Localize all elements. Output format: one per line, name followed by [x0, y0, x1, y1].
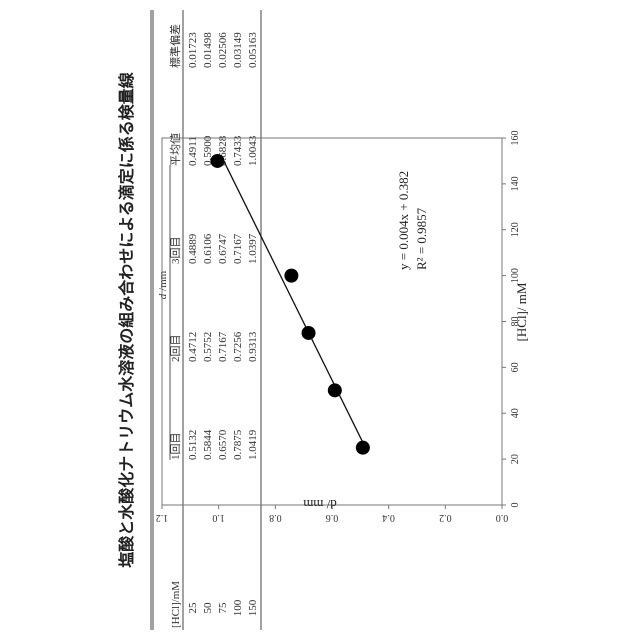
column-header: 2回目 [169, 335, 182, 363]
y-tick-label: 0.2 [439, 512, 452, 523]
y-tick-label: 0.0 [496, 512, 509, 523]
table-cell: 0.05163 [247, 32, 259, 68]
column-header: 標準偏差 [168, 24, 182, 68]
table-cell: 0.4911 [187, 136, 199, 166]
table-cell: 0.01498 [202, 32, 214, 68]
data-point [302, 326, 316, 340]
r-squared-label: R² = 0.9857 [414, 207, 429, 270]
table-cell: 0.5132 [187, 430, 199, 460]
table-cell: 0.6570 [217, 429, 229, 460]
table-cell: 1.0397 [247, 233, 259, 264]
x-tick-label: 120 [510, 222, 521, 237]
x-tick-label: 40 [510, 408, 521, 418]
row-label: 25 [187, 602, 199, 614]
x-tick-label: 100 [510, 268, 521, 283]
x-tick-label: 160 [510, 131, 521, 146]
table-cell: 0.4889 [187, 233, 199, 264]
table-cell: 0.9313 [247, 331, 259, 362]
column-header: 1回目 [169, 433, 182, 461]
x-tick-label: 0 [510, 503, 521, 508]
trendline [224, 161, 366, 448]
data-point [328, 383, 342, 397]
table-cell: 0.02506 [217, 32, 229, 68]
x-tick-label: 60 [510, 362, 521, 372]
x-tick-label: 140 [510, 176, 521, 191]
row-label: 50 [202, 602, 214, 614]
table-cell: 0.6747 [217, 233, 229, 264]
table-cell: 0.4712 [187, 332, 199, 362]
column-header: [HCl]/mM [170, 581, 182, 628]
y-axis-label: d/ mm [303, 497, 337, 512]
equation-label: y = 0.004x + 0.382 [396, 171, 411, 270]
y-tick-label: 0.8 [269, 512, 282, 523]
data-point [356, 441, 370, 455]
table-cell: 0.6106 [202, 233, 214, 264]
group-header: d /mm [157, 270, 169, 299]
table-cell: 0.7433 [232, 135, 244, 166]
table-cell: 0.03149 [232, 32, 244, 68]
table-cell: 0.5752 [202, 332, 214, 362]
row-label: 150 [247, 599, 259, 616]
table-cell: 1.0043 [247, 135, 259, 166]
row-label: 75 [217, 602, 229, 614]
table-cell: 1.0419 [247, 429, 259, 460]
table-cell: 0.01723 [187, 32, 199, 68]
table-cell: 0.7256 [232, 331, 244, 362]
y-tick-label: 0.6 [326, 512, 339, 523]
row-label: 100 [232, 599, 244, 616]
column-header: 3回目 [169, 237, 182, 265]
data-table: d /mm [HCl]/mM1回目2回目3回目平均値標準偏差250.51320.… [151, 10, 261, 630]
y-tick-label: 1.2 [156, 512, 169, 523]
table-cell: 0.7167 [217, 331, 229, 362]
x-tick-label: 20 [510, 454, 521, 464]
calibration-chart: 0204060801001201401600.00.20.40.60.81.01… [156, 131, 529, 524]
table-cell: 0.7875 [232, 429, 244, 460]
table-cell: 0.7167 [232, 233, 244, 264]
y-tick-label: 0.4 [382, 512, 395, 523]
y-tick-label: 1.0 [212, 512, 225, 523]
data-point [284, 269, 298, 283]
table-cell: 0.5844 [202, 429, 214, 460]
data-point [210, 154, 224, 168]
x-axis-label: [HCl]/ mM [514, 282, 529, 341]
page-title: 塩酸と水酸化ナトリウム水溶液の組み合わせによる滴定に係る検量線 [117, 72, 136, 568]
